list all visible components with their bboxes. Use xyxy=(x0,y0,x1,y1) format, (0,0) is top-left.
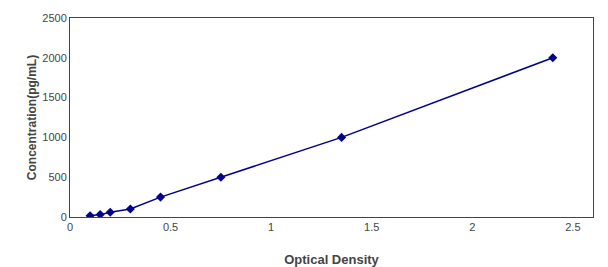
svg-text:0: 0 xyxy=(61,211,67,223)
svg-text:Optical Density: Optical Density xyxy=(284,252,379,267)
svg-text:Concentration(pg/mL): Concentration(pg/mL) xyxy=(25,55,39,180)
svg-text:2500: 2500 xyxy=(42,12,66,24)
svg-text:1: 1 xyxy=(268,221,274,233)
svg-text:1.5: 1.5 xyxy=(364,221,379,233)
svg-text:1500: 1500 xyxy=(42,91,66,103)
svg-text:2000: 2000 xyxy=(42,52,66,64)
svg-text:2.5: 2.5 xyxy=(565,221,580,233)
svg-text:0.5: 0.5 xyxy=(163,221,178,233)
svg-text:500: 500 xyxy=(48,171,66,183)
svg-text:1000: 1000 xyxy=(42,131,66,143)
svg-text:2: 2 xyxy=(469,221,475,233)
svg-text:0: 0 xyxy=(67,221,73,233)
